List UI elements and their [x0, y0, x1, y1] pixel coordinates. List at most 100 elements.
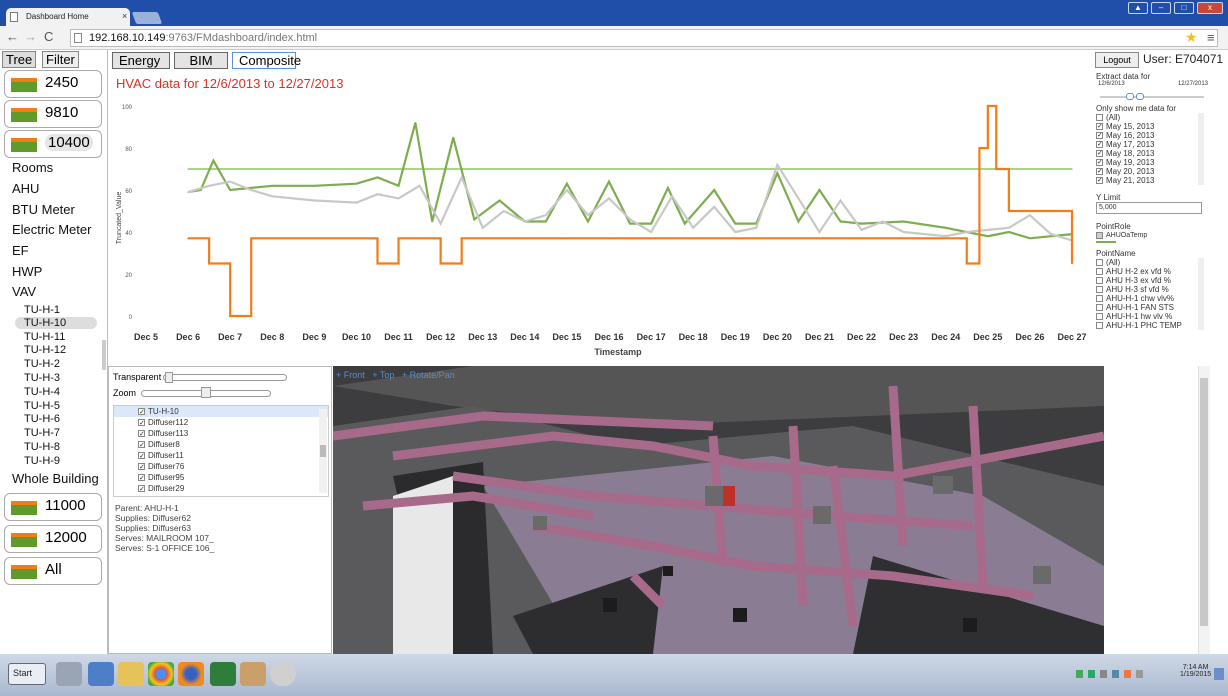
checkbox-icon[interactable]	[1096, 259, 1103, 267]
new-tab-button[interactable]	[131, 12, 163, 24]
flag-app-icon[interactable]	[210, 662, 236, 686]
tree-item[interactable]: TU-H-10	[114, 406, 328, 417]
browser-tab[interactable]: Dashboard Home	[6, 8, 130, 26]
volume-icon[interactable]	[1136, 670, 1143, 678]
building-all[interactable]: All	[4, 557, 102, 585]
vav-item[interactable]: TU-H-1	[24, 304, 61, 316]
building-10400[interactable]: 10400	[4, 130, 102, 158]
date-filter-item[interactable]: May 17, 2013	[1096, 140, 1204, 149]
vav-item[interactable]: TU-H-11	[24, 331, 66, 343]
whole-building[interactable]: Whole Building	[12, 471, 99, 486]
bookmark-star-icon[interactable]: ★	[1185, 29, 1198, 45]
checkbox-icon[interactable]	[1096, 159, 1103, 167]
building-11000[interactable]: 11000	[4, 493, 102, 521]
checkbox-icon[interactable]	[1096, 168, 1103, 176]
bim-viewer[interactable]	[333, 366, 1104, 654]
vav-item[interactable]: TU-H-2	[24, 358, 61, 370]
date-filter-item[interactable]: May 19, 2013	[1096, 158, 1204, 167]
pointname-item[interactable]: AHU H-3 ex vfd %	[1096, 276, 1204, 285]
vav-item-selected[interactable]: TU-H-10	[15, 317, 97, 329]
checkbox-icon[interactable]	[1096, 150, 1103, 158]
pointname-item[interactable]: AHU-H-1 chw vlv%	[1096, 294, 1204, 303]
checkbox-icon[interactable]	[138, 452, 145, 460]
maximize-button[interactable]: □	[1174, 2, 1194, 14]
tree-item[interactable]: Diffuser8	[114, 439, 328, 450]
menu-icon[interactable]: ≡	[1207, 30, 1215, 45]
checkbox-icon[interactable]	[1096, 277, 1103, 285]
checkbox-icon[interactable]	[1096, 123, 1103, 131]
checkbox-icon[interactable]	[1096, 304, 1103, 312]
tray-icon[interactable]	[1112, 670, 1119, 678]
pointname-item[interactable]: AHU-H-1 PHC TEMP	[1096, 321, 1204, 330]
transparent-slider-handle[interactable]	[165, 372, 173, 383]
tree-item[interactable]: Diffuser95	[114, 472, 328, 483]
date-filter-item-scrollbar[interactable]	[1198, 113, 1204, 185]
checkbox-icon[interactable]	[138, 408, 145, 416]
checkbox-icon[interactable]	[1096, 322, 1103, 330]
minimize-button[interactable]: ‒	[1151, 2, 1171, 14]
tray-icon[interactable]	[1088, 670, 1095, 678]
address-bar[interactable]: 192.168.10.149:9763/FMdashboard/index.ht…	[70, 29, 1218, 47]
vav-item[interactable]: TU-H-4	[24, 386, 61, 398]
top-view-button[interactable]: + Top	[372, 370, 395, 380]
paint-icon[interactable]	[240, 662, 266, 686]
category-vav[interactable]: VAV	[12, 284, 37, 299]
reload-icon[interactable]: C	[44, 29, 54, 44]
show-desktop-button[interactable]	[1214, 668, 1224, 680]
start-button[interactable]: Start	[8, 663, 46, 685]
date-filter-item[interactable]: May 20, 2013	[1096, 167, 1204, 176]
chrome-icon[interactable]	[148, 662, 174, 686]
tree-item[interactable]: Diffuser29	[114, 483, 328, 494]
tab-filter[interactable]: Filter	[42, 51, 79, 68]
checkbox-icon[interactable]	[1096, 286, 1103, 294]
building-12000[interactable]: 12000	[4, 525, 102, 553]
date-filter-item[interactable]: May 18, 2013	[1096, 149, 1204, 158]
remote-desktop-icon[interactable]	[88, 662, 114, 686]
tab-bim[interactable]: BIM	[174, 52, 228, 69]
zoom-slider-handle[interactable]	[201, 387, 211, 398]
page-scrollbar-thumb[interactable]	[1200, 378, 1208, 626]
window-up-button[interactable]: ▲	[1128, 2, 1148, 14]
category-rooms[interactable]: Rooms	[12, 160, 54, 175]
checkbox-icon[interactable]	[138, 463, 145, 471]
building-2450[interactable]: 2450	[4, 70, 102, 98]
front-view-button[interactable]: + Front	[336, 370, 365, 380]
pointname-item[interactable]: AHU-H-1 hw vlv %	[1096, 312, 1204, 321]
vav-item[interactable]: TU-H-7	[24, 427, 61, 439]
logout-button[interactable]: Logout	[1095, 52, 1139, 68]
building-9810[interactable]: 9810	[4, 100, 102, 128]
transparent-slider[interactable]	[163, 374, 287, 381]
checkbox-icon[interactable]	[1096, 313, 1103, 321]
pointname-item[interactable]: AHU-H-1 FAN STS	[1096, 303, 1204, 312]
tab-composite[interactable]: Composite	[232, 52, 301, 69]
category-btu-meter[interactable]: BTU Meter	[12, 202, 75, 217]
tray-icon[interactable]	[1124, 670, 1131, 678]
close-tab-icon[interactable]: ×	[122, 11, 128, 21]
pointname-item[interactable]: (All)	[1096, 258, 1204, 267]
tab-tree[interactable]: Tree	[2, 51, 37, 68]
checkbox-icon[interactable]	[138, 485, 145, 493]
pointname-item-scrollbar[interactable]	[1198, 258, 1204, 330]
firefox-icon[interactable]	[178, 662, 204, 686]
checkbox-icon[interactable]	[138, 474, 145, 482]
pointrole-item[interactable]: AHUOaTemp	[1096, 231, 1208, 240]
category-ef[interactable]: EF	[12, 243, 29, 258]
tree-scrollbar-thumb[interactable]	[320, 445, 326, 457]
checkbox-icon[interactable]	[1096, 295, 1103, 303]
checkbox-icon[interactable]	[138, 441, 145, 449]
checkbox-icon[interactable]	[1096, 177, 1103, 185]
clock[interactable]: 7:14 AM 1/19/2015	[1180, 664, 1211, 678]
settings-icon[interactable]	[270, 662, 296, 686]
date-filter-item[interactable]: May 16, 2013	[1096, 131, 1204, 140]
checkbox-icon[interactable]	[1096, 132, 1103, 140]
back-icon[interactable]: ←	[6, 29, 19, 44]
tree-item[interactable]: Diffuser76	[114, 461, 328, 472]
category-hwp[interactable]: HWP	[12, 264, 43, 279]
checkbox-icon[interactable]	[1096, 268, 1103, 276]
checkbox-icon[interactable]	[138, 430, 145, 438]
tree-item[interactable]: Diffuser11	[114, 450, 328, 461]
file-explorer-icon[interactable]	[118, 662, 144, 686]
date-filter-item[interactable]: May 21, 2013	[1096, 176, 1204, 185]
vav-item[interactable]: TU-H-8	[24, 441, 61, 453]
date-filter-item[interactable]: May 15, 2013	[1096, 122, 1204, 131]
